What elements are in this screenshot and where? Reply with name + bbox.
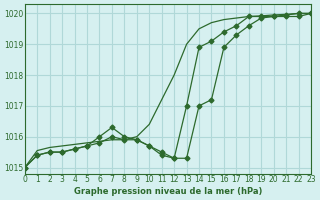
X-axis label: Graphe pression niveau de la mer (hPa): Graphe pression niveau de la mer (hPa) <box>74 187 262 196</box>
